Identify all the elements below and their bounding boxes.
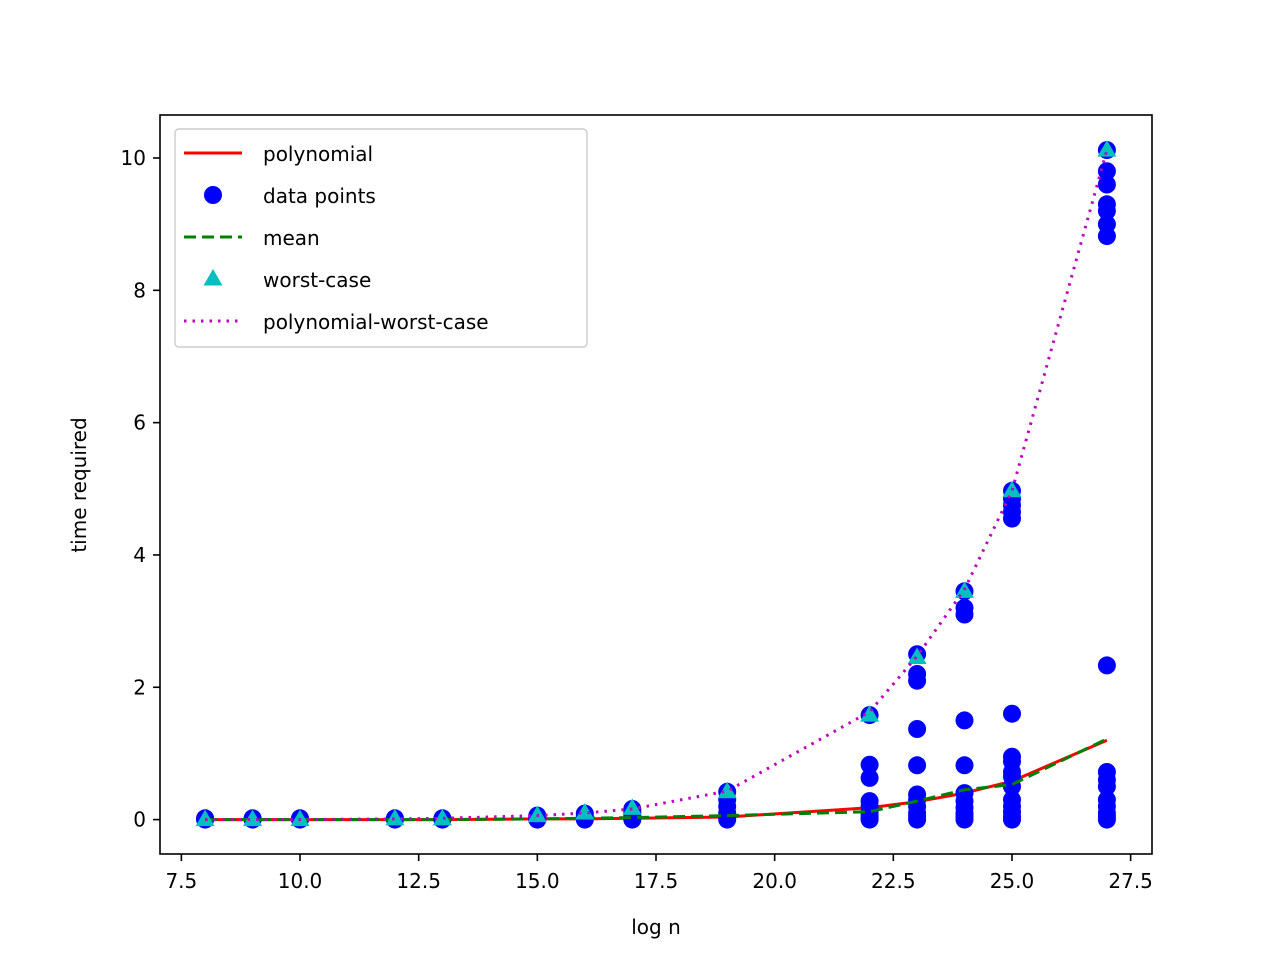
data-point-60 — [955, 756, 974, 775]
line-polynomial-worst-case — [205, 149, 1109, 822]
data-point-52 — [908, 665, 927, 683]
data-point-49 — [908, 756, 927, 775]
worst-case-marker-13 — [1097, 140, 1117, 157]
y-tick-label-5: 10 — [121, 146, 146, 170]
legend-box — [174, 128, 588, 348]
x-tick-label-3: 15.0 — [515, 869, 560, 893]
data-point-50 — [908, 720, 927, 738]
legend-swatch-worst-case — [203, 269, 223, 286]
data-point-88 — [1097, 763, 1116, 781]
worst-case-marker-1 — [243, 809, 263, 827]
legend-label-polynomial: polynomial — [263, 142, 373, 166]
legend-label-polynomial-worst-case: polynomial-worst-case — [263, 310, 489, 334]
y-tick-label-2: 4 — [133, 543, 146, 567]
x-tick-label-1: 10.0 — [278, 869, 323, 893]
y-tick-label-3: 6 — [133, 411, 146, 435]
worst-case-marker-0 — [195, 809, 215, 827]
data-point-48 — [908, 785, 927, 804]
worst-case-marker-7 — [622, 798, 642, 815]
data-point-40 — [860, 768, 879, 787]
y-tick-label-4: 8 — [133, 278, 146, 302]
x-tick-label-6: 22.5 — [871, 869, 916, 893]
worst-case-marker-4 — [432, 808, 452, 826]
x-axis-label: log n — [631, 915, 681, 939]
data-point-89 — [1097, 656, 1116, 675]
x-tick-label-2: 12.5 — [396, 869, 441, 893]
data-point-74 — [1003, 747, 1021, 766]
worst-case-marker-3 — [385, 808, 405, 826]
data-point-75 — [1003, 704, 1021, 723]
worst-case-marker-9 — [860, 705, 880, 722]
legend-entry-worst-case: worst-case — [203, 268, 371, 292]
x-tick-label-4: 17.5 — [634, 869, 679, 893]
y-tick-label-1: 2 — [133, 675, 146, 699]
y-axis-label: time required — [67, 417, 91, 552]
data-point-59 — [955, 784, 974, 803]
legend: polynomial data points mean worst-case polyn… — [174, 128, 588, 348]
data-point-39 — [860, 792, 879, 811]
legend-label-data-points: data points — [263, 184, 376, 208]
legend-swatch-data-points — [204, 186, 222, 204]
worst-case-marker-5 — [527, 805, 547, 823]
data-point-94 — [1097, 175, 1116, 194]
worst-case-marker-8 — [717, 781, 737, 799]
x-tick-label-5: 20.0 — [752, 869, 797, 893]
x-tick-label-0: 7.5 — [165, 869, 197, 893]
data-point-63 — [955, 598, 974, 617]
worst-case-marker-2 — [290, 809, 310, 827]
data-point-91 — [1097, 215, 1116, 234]
legend-entry-data-points: data points — [204, 184, 376, 208]
x-axis-ticks: 7.5 10.0 12.5 15.0 17.5 20.0 22.5 25.0 27.5 — [165, 854, 1153, 893]
plot-area — [195, 140, 1117, 829]
legend-label-worst-case: worst-case — [263, 268, 371, 292]
data-point-85 — [1097, 790, 1116, 809]
legend-entry-polynomial: polynomial — [184, 142, 373, 166]
series-polynomial-worst-case — [205, 149, 1109, 822]
y-axis-ticks: 0 2 4 6 8 10 — [121, 146, 160, 832]
data-point-95 — [1097, 162, 1116, 181]
worst-case-marker-10 — [907, 647, 927, 665]
data-point-61 — [955, 711, 974, 730]
y-tick-label-0: 0 — [133, 808, 146, 832]
x-tick-label-7: 25.0 — [990, 869, 1035, 893]
worst-case-marker-6 — [575, 802, 595, 820]
x-tick-label-8: 27.5 — [1108, 869, 1153, 893]
data-point-41 — [860, 755, 879, 774]
data-point-93 — [1097, 195, 1116, 214]
data-point-69 — [1003, 790, 1021, 809]
legend-entry-polynomial-worst-case: polynomial-worst-case — [184, 310, 489, 334]
legend-entry-mean: mean — [184, 226, 320, 250]
legend-label-mean: mean — [263, 226, 320, 250]
